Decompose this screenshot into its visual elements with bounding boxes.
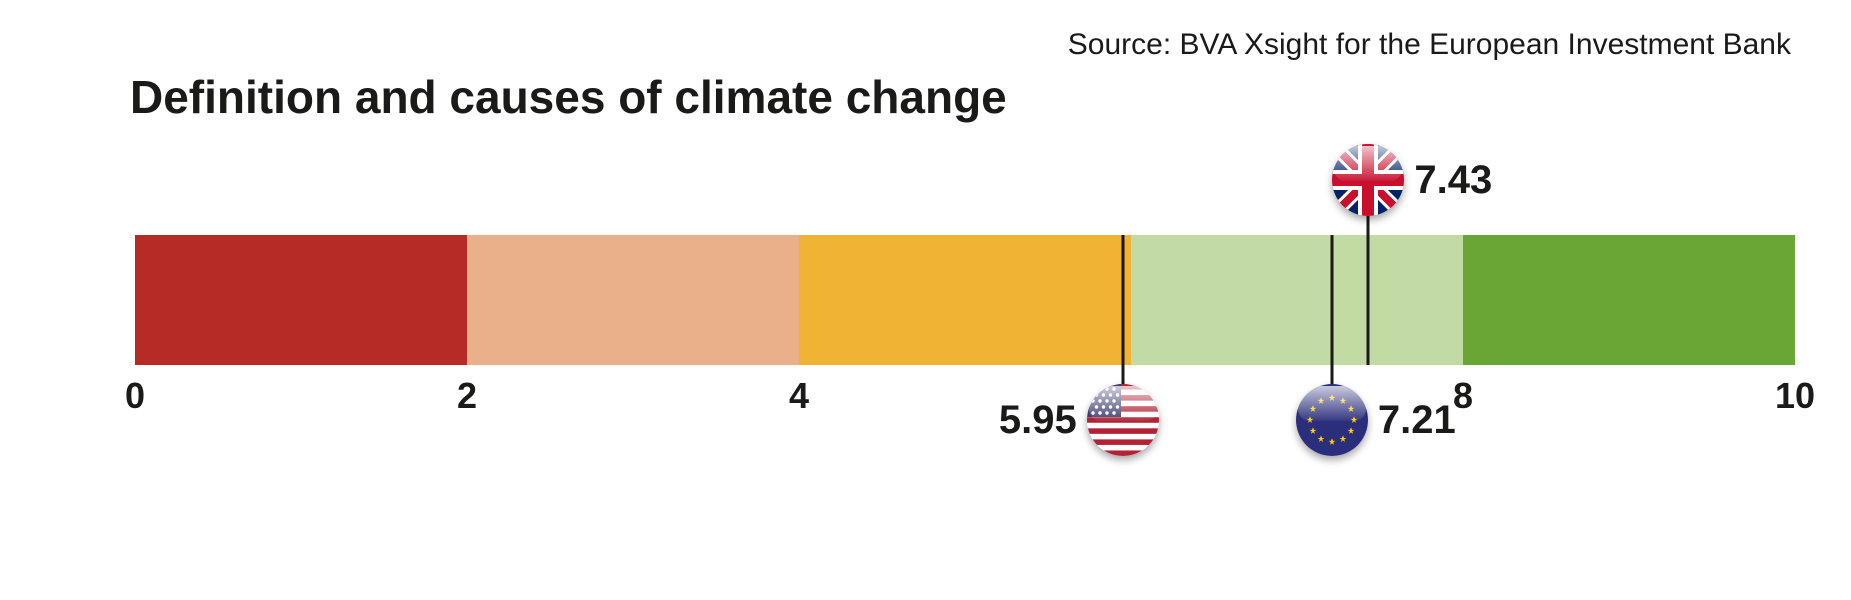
source-attribution: Source: BVA Xsight for the European Inve… [1068,28,1791,62]
tick-label: 8 [1453,375,1473,417]
x-axis-ticks: 024810 [135,365,1795,415]
eu-flag-icon [1296,384,1368,456]
bar-segment [1131,235,1463,365]
eu-value-label: 7.21 [1378,398,1456,443]
us-flag-icon [1087,384,1159,456]
uk-flag-icon [1332,144,1404,216]
tick-label: 10 [1775,375,1815,417]
bar-segment [1463,235,1795,365]
tick-label: 2 [457,375,477,417]
score-bar [135,235,1795,365]
tick-label: 0 [125,375,145,417]
chart-title: Definition and causes of climate change [130,70,1007,124]
chart-container: 024810 7.435.957.21 [135,235,1795,415]
bar-segment [135,235,467,365]
tick-label: 4 [789,375,809,417]
us-value-label: 5.95 [999,398,1077,443]
marker-line-eu [1330,235,1333,395]
bar-segment [799,235,1131,365]
marker-line-us [1121,235,1124,395]
marker-line-uk [1367,205,1370,365]
bar-segment [467,235,799,365]
uk-value-label: 7.43 [1414,158,1492,203]
